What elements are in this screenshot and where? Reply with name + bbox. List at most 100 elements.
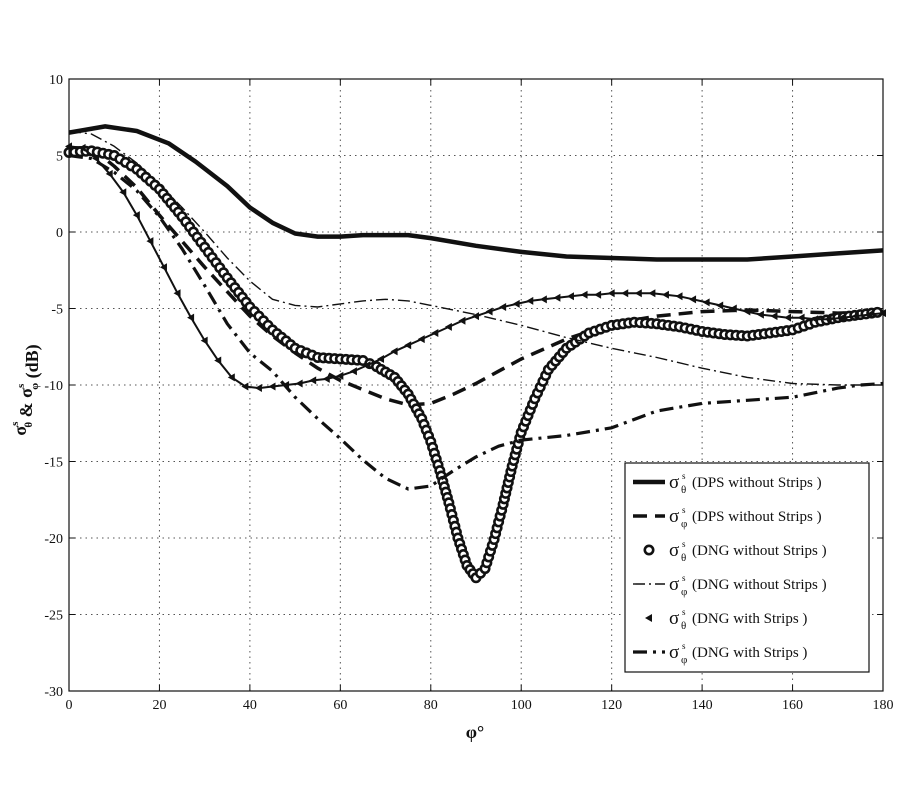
legend-entry: σ sφ (DNG with Strips ): [633, 641, 807, 666]
legend-label: (DNG without Strips ): [692, 543, 827, 559]
legend-label: (DPS without Strips ): [692, 475, 822, 491]
series-line: [68, 130, 883, 386]
triangle-marker: [784, 313, 792, 322]
x-tick-label: 20: [152, 698, 166, 713]
triangle-marker: [254, 384, 262, 393]
triangle-marker: [566, 292, 574, 301]
triangle-marker: [553, 293, 561, 302]
legend-subscript: θ: [681, 484, 686, 496]
triangle-marker: [295, 379, 303, 388]
legend-label: (DNG without Strips ): [692, 577, 827, 593]
triangle-marker: [526, 296, 534, 305]
triangle-marker: [146, 237, 154, 246]
series-line: [68, 153, 884, 491]
x-tick-label: 100: [511, 698, 532, 713]
triangle-marker: [811, 315, 819, 324]
series-phi-dashed-thick: [69, 146, 884, 407]
x-axis-ticks: 0 20 40 60 80 100 120 140 160 180: [66, 79, 894, 713]
triangle-marker: [92, 154, 100, 163]
legend-entry: σ sθ (DNG without Strips ): [643, 539, 827, 564]
triangle-marker: [512, 299, 520, 308]
triangle-marker: [472, 312, 479, 321]
legend-symbol: σ: [669, 472, 679, 493]
legend-superscript: s: [682, 505, 686, 515]
series-theta-triangles: [65, 142, 886, 393]
series-line: [68, 124, 884, 262]
triangle-marker: [539, 295, 547, 304]
legend-label: (DPS without Strips ): [692, 509, 822, 525]
legend-triangle-marker: [645, 614, 652, 622]
triangle-marker: [268, 382, 276, 391]
triangle-marker: [200, 336, 208, 345]
legend-superscript: s: [682, 573, 686, 583]
legend-circle-marker: [643, 544, 655, 556]
legend-superscript: s: [682, 471, 686, 481]
triangle-marker: [241, 382, 249, 391]
triangle-marker: [377, 354, 385, 363]
x-axis-label: φ°: [466, 722, 484, 742]
legend: σ sθ (DPS without Strips )σ sφ (DPS without …: [624, 462, 870, 673]
series-theta-circles: [63, 145, 883, 584]
legend-subscript: θ: [681, 552, 686, 564]
series-layer: [63, 124, 886, 584]
y-tick-label: 10: [49, 73, 63, 88]
triangle-marker: [702, 298, 710, 307]
triangle-marker: [431, 328, 439, 337]
triangle-marker: [227, 373, 235, 382]
triangle-marker: [458, 316, 466, 325]
triangle-marker: [309, 376, 317, 385]
series-phi-dash-dot-thick: [68, 153, 884, 491]
series-phi-dash-dot-thin: [68, 130, 883, 386]
legend-box: [624, 462, 870, 673]
triangle-marker: [444, 322, 452, 331]
triangle-marker: [132, 211, 140, 220]
legend-entry: σ sφ (DNG without Strips ): [633, 573, 827, 598]
triangle-marker: [580, 290, 588, 299]
x-tick-label: 60: [333, 698, 347, 713]
legend-subscript: φ: [681, 586, 687, 598]
triangle-marker: [594, 290, 602, 299]
x-tick-label: 180: [873, 698, 894, 713]
y-tick-label: -20: [44, 532, 63, 547]
y-tick-label: -5: [51, 303, 63, 318]
triangle-marker: [322, 374, 330, 383]
legend-symbol: σ: [669, 506, 679, 527]
legend-entry: σ sθ (DPS without Strips ): [633, 471, 822, 496]
legend-subscript: φ: [681, 518, 687, 530]
circle-marker: [871, 306, 883, 318]
x-tick-label: 0: [66, 698, 73, 713]
triangle-marker: [716, 301, 724, 310]
triangle-marker: [349, 367, 357, 376]
legend-superscript: s: [682, 539, 686, 549]
triangle-marker: [187, 313, 195, 322]
y-tick-label: -25: [44, 609, 63, 624]
x-tick-label: 140: [692, 698, 713, 713]
triangle-marker: [838, 313, 846, 322]
legend-symbol: σ: [669, 608, 679, 629]
y-axis-ticks: -30 -25 -20 -15 -10 -5 0 5 10: [44, 73, 883, 700]
triangle-marker: [661, 290, 669, 299]
triangle-marker: [607, 289, 615, 298]
triangle-marker: [865, 310, 873, 319]
legend-superscript: s: [682, 607, 686, 617]
triangle-marker: [119, 188, 127, 197]
y-tick-label: -15: [44, 456, 63, 471]
y-axis-label-text: σs θ & σs φ (dB): [9, 344, 43, 435]
triangle-marker: [770, 312, 778, 321]
triangle-marker: [743, 307, 751, 316]
triangle-marker: [404, 341, 412, 350]
legend-subscript: φ: [681, 654, 687, 666]
legend-entry: σ sφ (DPS without Strips ): [633, 505, 822, 530]
triangle-marker: [417, 335, 425, 344]
triangle-marker: [214, 356, 222, 365]
x-tick-label: 80: [424, 698, 438, 713]
y-tick-label: -30: [44, 685, 63, 700]
series-theta-solid-thick: [68, 124, 884, 262]
legend-symbol: σ: [669, 574, 679, 595]
triangle-marker: [390, 347, 398, 356]
series-line: [69, 146, 884, 407]
triangle-marker: [336, 371, 344, 380]
legend-label: (DNG with Strips ): [692, 611, 807, 627]
